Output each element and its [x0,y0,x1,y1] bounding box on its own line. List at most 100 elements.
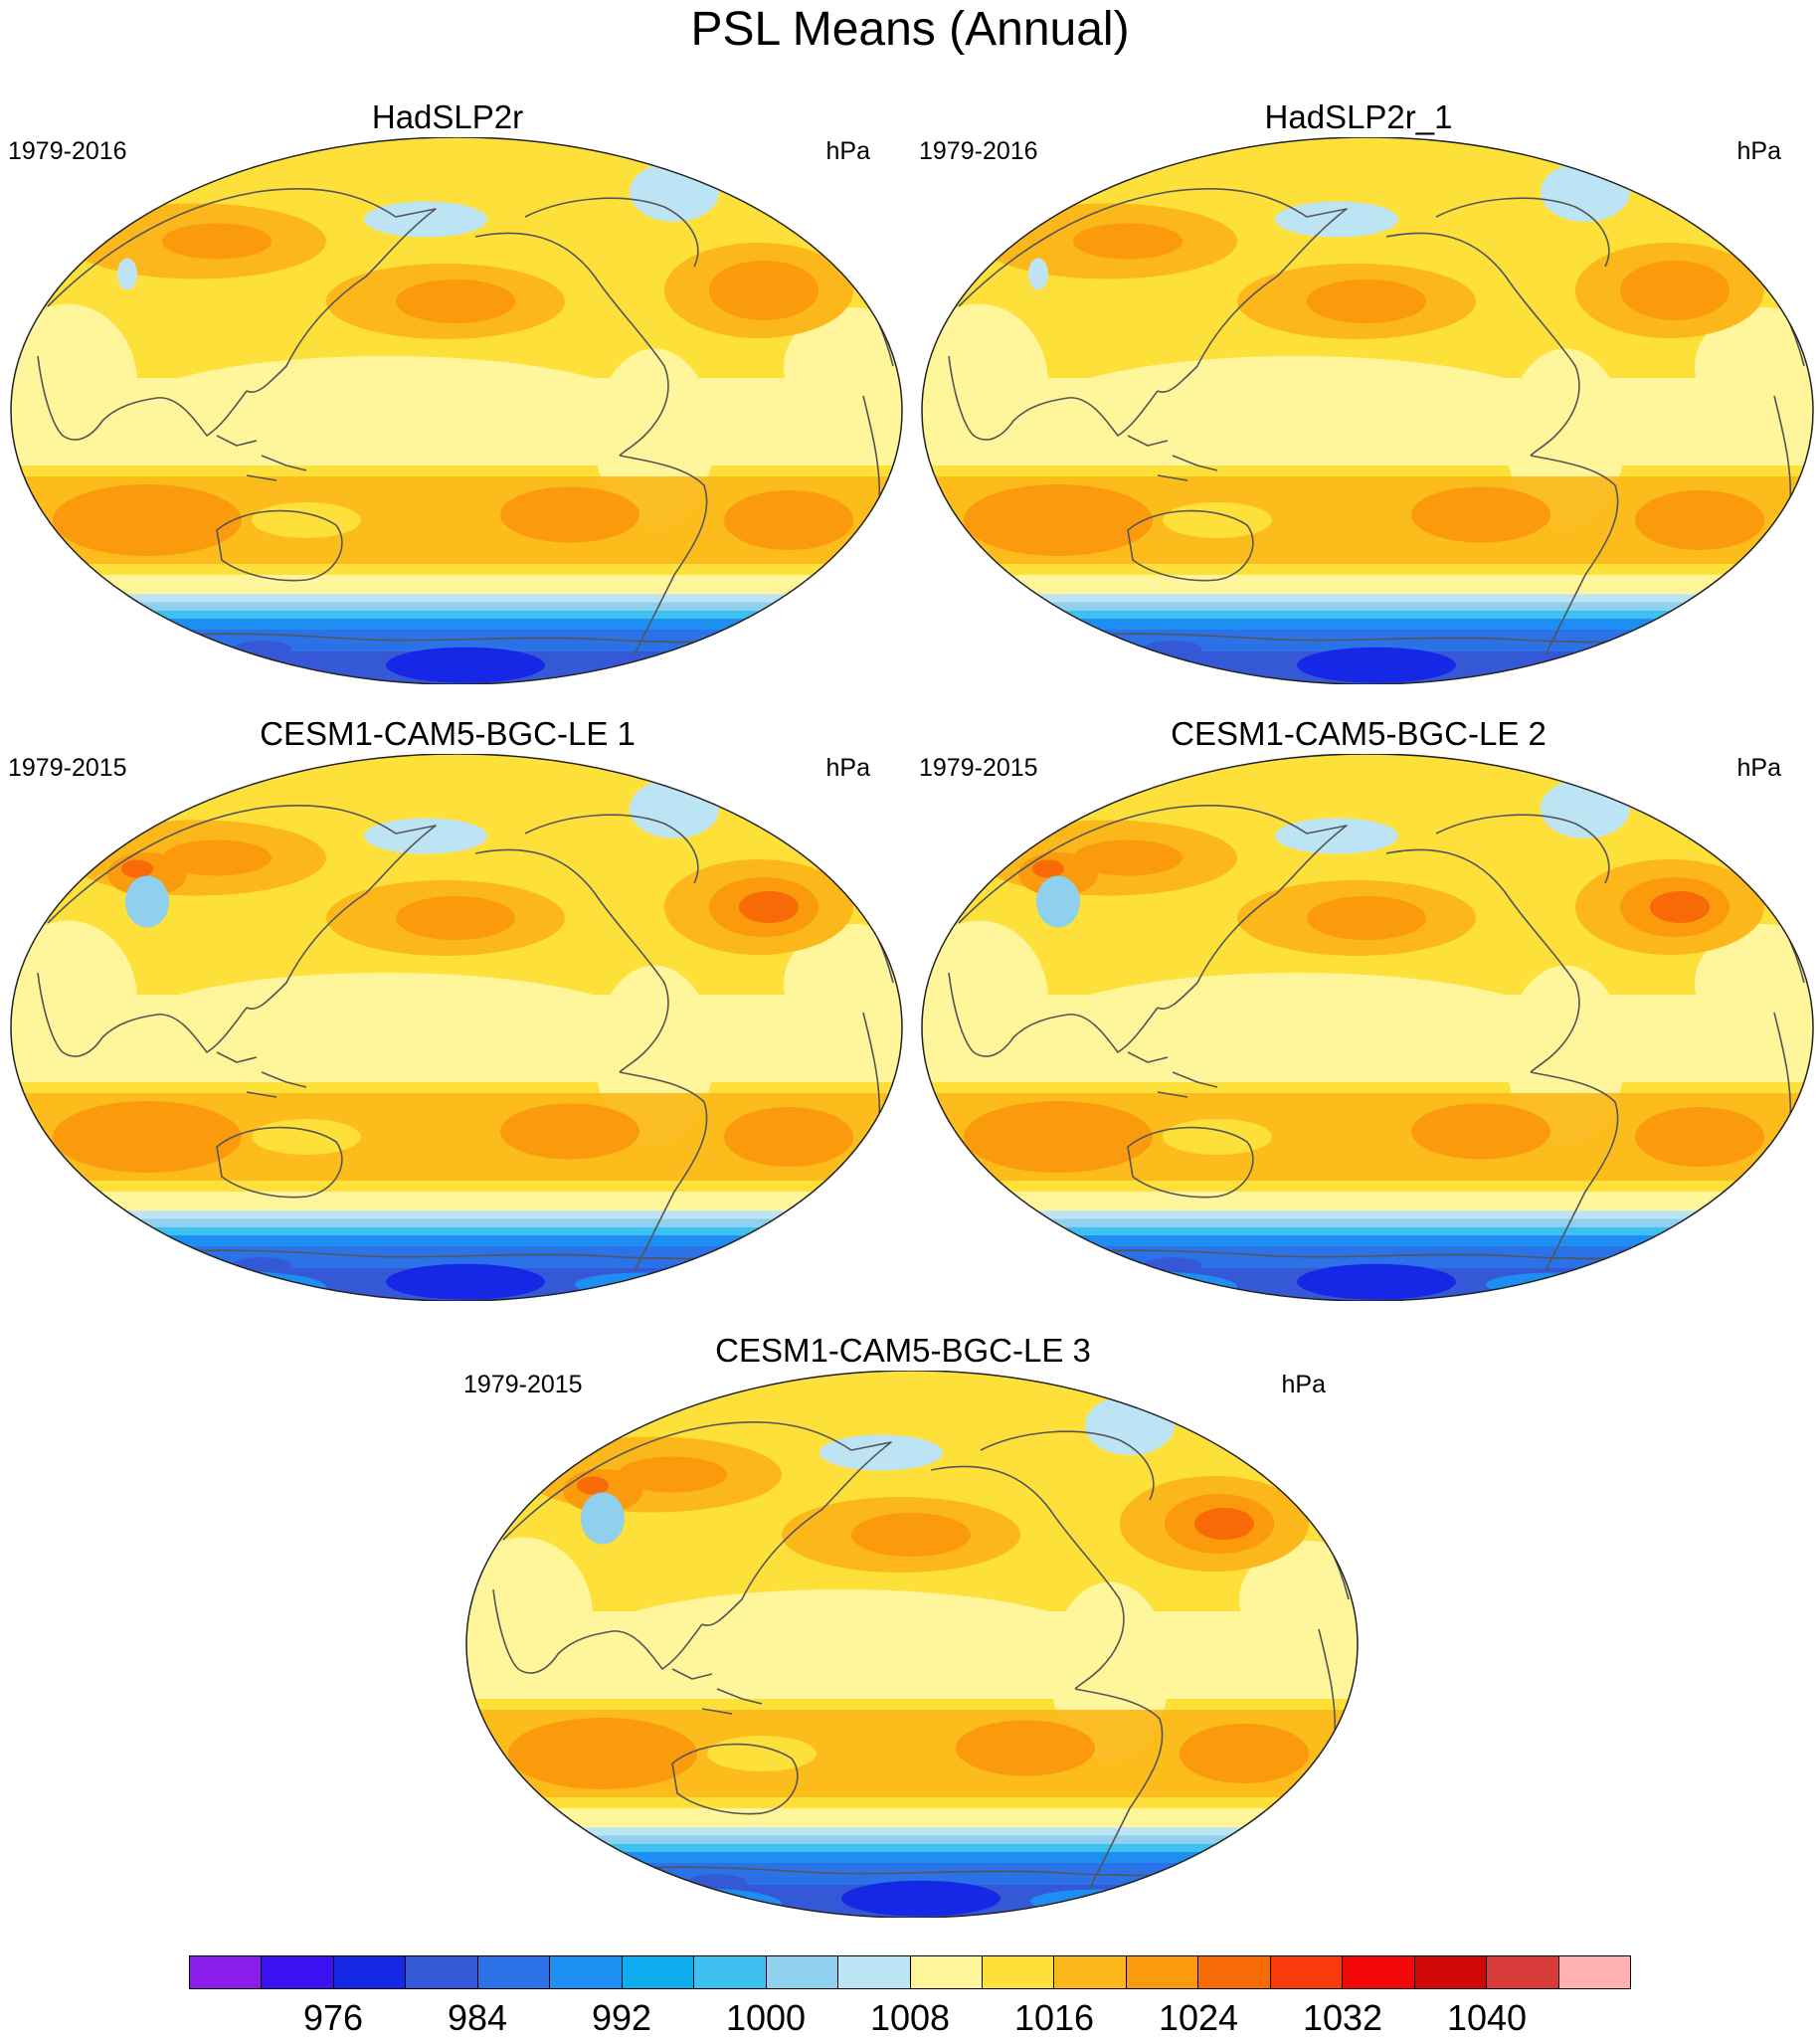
psl-field [466,1371,1358,1918]
coastline [1127,1051,1218,1098]
coastline [980,1430,1155,1501]
psl-map [465,1371,1359,1918]
map-panel: CESM1-CAM5-BGC-LE 3 1979-2015 hPa [455,1331,1359,1918]
colorbar-swatch [1270,1956,1344,1988]
period-label: 1979-2015 [8,754,127,782]
colorbar-swatch [190,1956,263,1988]
colorbar-swatch [406,1956,478,1988]
colorbar-swatch [1198,1956,1271,1988]
colorbar-swatch [477,1956,551,1988]
units-label: hPa [1281,1371,1326,1398]
coastline [1127,1126,1254,1199]
colorbar-swatch [910,1956,983,1988]
panel-title: HadSLP2r [371,98,524,135]
period-label: 1979-2015 [463,1371,583,1398]
colorbar-tick-label: 992 [591,1997,652,2038]
coastline [474,848,669,1073]
coastline [216,1051,307,1098]
period-label: 1979-2016 [919,137,1038,165]
colorbar-swatch [333,1956,407,1988]
period-label: 1979-2016 [8,137,127,165]
map-panel: HadSLP2r_1 1979-2016 hPa [911,97,1814,684]
colorbar-tick-label: 984 [447,1997,508,2038]
map-panel: CESM1-CAM5-BGC-LE 1 1979-2015 hPa [0,714,903,1301]
colorbar-swatch [694,1956,767,1988]
map-outline [10,137,903,684]
coastline [948,355,1159,441]
coastline [216,1126,343,1199]
coastline [1435,814,1610,884]
colorbar-tick-label: 1024 [1158,1997,1239,2038]
panel-title: CESM1-CAM5-BGC-LE 1 [260,715,636,752]
units-label: hPa [825,137,870,165]
coastline [1530,1071,1619,1272]
coastline [474,232,669,457]
psl-map [10,754,903,1301]
coastline [1127,509,1254,582]
coastline [524,197,699,268]
psl-map [921,137,1814,684]
coastline [502,1421,892,1626]
colorbar-swatch [982,1956,1055,1988]
psl-field [922,754,1813,1301]
colorbar-tick-label: 976 [302,1997,364,2038]
psl-field [11,754,902,1301]
coastline [671,1743,799,1815]
colorbar-swatch [1054,1956,1127,1988]
map-outline [921,754,1814,1301]
units-label: hPa [1736,137,1781,165]
map-outline [465,1371,1359,1918]
colorbar: 976 984 992 1000 1008 1016 1024 1032 1040 [189,1955,1631,2038]
psl-map [921,754,1814,1301]
colorbar-swatch [550,1956,623,1988]
coastline [492,1588,703,1674]
colorbar-swatch [1487,1956,1559,1988]
coastline [1385,232,1580,457]
coastline [1074,1688,1164,1889]
panel-title: CESM1-CAM5-BGC-LE 2 [1171,715,1547,752]
psl-field [11,137,902,684]
coastline [958,188,1348,393]
coastline [47,188,437,393]
colorbar-swatch [766,1956,839,1988]
colorbar-tick-label: 1032 [1302,1997,1383,2038]
colorbar-swatch [1414,1956,1488,1988]
colorbar-swatch [1343,1956,1415,1988]
figure-title: PSL Means (Annual) [690,3,1130,56]
map-panel: HadSLP2r 1979-2016 hPa [0,97,903,684]
colorbar-swatches [189,1955,1631,1989]
psl-map [10,137,903,684]
panel-title: HadSLP2r_1 [1264,98,1453,135]
colorbar-tick-label: 1016 [1013,1997,1095,2038]
coastline [216,435,307,481]
coastline [1530,455,1619,655]
coastline [524,814,699,884]
coastline [958,805,1348,1010]
colorbar-swatch [1558,1956,1631,1988]
coastline [948,972,1159,1057]
coastline [47,805,437,1010]
panel-title: CESM1-CAM5-BGC-LE 3 [715,1332,1091,1369]
colorbar-swatch [1126,1956,1199,1988]
map-panel: CESM1-CAM5-BGC-LE 2 1979-2015 hPa [911,714,1814,1301]
coastline [37,972,248,1057]
period-label: 1979-2015 [919,754,1038,782]
map-outline [10,754,903,1301]
coastline [1435,197,1610,268]
colorbar-tick-label: 1008 [869,1997,951,2038]
colorbar-tick-label: 1000 [725,1997,807,2038]
coastline [619,455,708,655]
map-outline [921,137,1814,684]
coastline [1127,435,1218,481]
colorbar-swatch [262,1956,334,1988]
coastline [671,1668,763,1715]
coastline [619,1071,708,1272]
coastline [1385,848,1580,1073]
coastline [37,355,248,441]
colorbar-swatch [838,1956,911,1988]
colorbar-tick-label: 1040 [1446,1997,1528,2038]
colorbar-swatch [622,1956,695,1988]
psl-field [922,137,1813,684]
units-label: hPa [1736,754,1781,782]
coastline [930,1465,1125,1690]
